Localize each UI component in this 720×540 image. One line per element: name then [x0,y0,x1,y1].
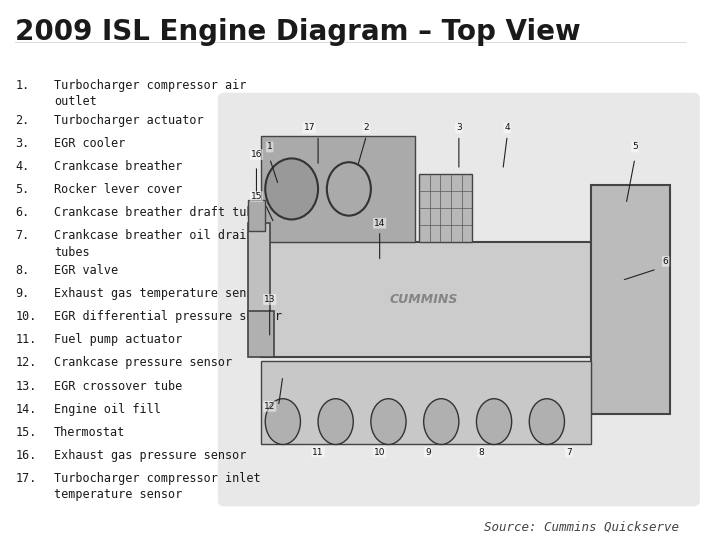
Bar [261,242,591,357]
Text: 3: 3 [456,124,462,132]
Text: 14.: 14. [15,403,37,416]
Text: 1.: 1. [15,79,30,92]
Ellipse shape [318,399,354,444]
Text: 5: 5 [632,143,638,152]
Text: 4: 4 [505,124,510,132]
Ellipse shape [529,399,564,444]
Text: Crankcase breather draft tube: Crankcase breather draft tube [54,206,261,219]
Text: 2009 ISL Engine Diagram – Top View: 2009 ISL Engine Diagram – Top View [15,17,581,45]
Text: Turbocharger actuator: Turbocharger actuator [54,114,203,127]
Text: 8.: 8. [15,264,30,277]
Text: 9.: 9. [15,287,30,300]
Text: 2: 2 [364,124,369,132]
Text: 10: 10 [374,448,385,457]
Text: 8: 8 [478,448,484,457]
Text: 1: 1 [267,143,273,152]
Text: 7: 7 [566,448,572,457]
Text: EGR cooler: EGR cooler [54,137,125,150]
Text: 17: 17 [304,124,315,132]
Ellipse shape [477,399,512,444]
Text: 11: 11 [312,448,324,457]
Ellipse shape [327,162,371,215]
Text: 6: 6 [663,257,669,266]
Text: 17.: 17. [15,472,37,485]
FancyBboxPatch shape [218,93,700,507]
Text: Exhaust gas pressure sensor: Exhaust gas pressure sensor [54,449,246,462]
Text: 13: 13 [264,295,276,304]
Text: 10.: 10. [15,310,37,323]
Text: 15.: 15. [15,426,37,439]
Bar [261,361,591,444]
Text: Crankcase pressure sensor: Crankcase pressure sensor [54,356,232,369]
Bar [591,185,670,414]
Text: 16.: 16. [15,449,37,462]
Text: tubes: tubes [54,246,89,259]
Text: Engine oil fill: Engine oil fill [54,403,161,416]
Ellipse shape [265,399,300,444]
Text: EGR valve: EGR valve [54,264,118,277]
Text: 9: 9 [426,448,431,457]
Text: temperature sensor: temperature sensor [54,488,182,501]
Text: EGR crossover tube: EGR crossover tube [54,380,182,393]
Text: Turbocharger compressor inlet: Turbocharger compressor inlet [54,472,261,485]
Text: 16: 16 [251,150,262,159]
Bar [248,223,270,319]
Bar [419,174,472,242]
Text: Turbocharger compressor air: Turbocharger compressor air [54,79,246,92]
Text: 12.: 12. [15,356,37,369]
Text: 3.: 3. [15,137,30,150]
Bar [248,200,265,231]
Text: 7.: 7. [15,230,30,242]
Ellipse shape [371,399,406,444]
Bar [248,311,274,357]
Text: Crankcase breather oil drain: Crankcase breather oil drain [54,230,253,242]
Text: 15: 15 [251,192,262,201]
Text: 4.: 4. [15,160,30,173]
Text: 13.: 13. [15,380,37,393]
Text: 14: 14 [374,219,385,228]
Ellipse shape [423,399,459,444]
Bar [261,136,415,242]
Text: Crankcase breather: Crankcase breather [54,160,182,173]
Text: 12: 12 [264,402,275,411]
Text: outlet: outlet [54,96,96,109]
Text: Rocker lever cover: Rocker lever cover [54,183,182,196]
Text: 6.: 6. [15,206,30,219]
Text: 2.: 2. [15,114,30,127]
Text: Exhaust gas temperature sensor: Exhaust gas temperature sensor [54,287,268,300]
Text: Fuel pump actuator: Fuel pump actuator [54,333,182,346]
Ellipse shape [265,158,318,219]
Text: 5.: 5. [15,183,30,196]
Text: CUMMINS: CUMMINS [390,293,458,306]
Text: EGR differential pressure sensor: EGR differential pressure sensor [54,310,282,323]
Text: Thermostat: Thermostat [54,426,125,439]
Text: Source: Cummins Quickserve: Source: Cummins Quickserve [484,520,679,533]
Text: 11.: 11. [15,333,37,346]
